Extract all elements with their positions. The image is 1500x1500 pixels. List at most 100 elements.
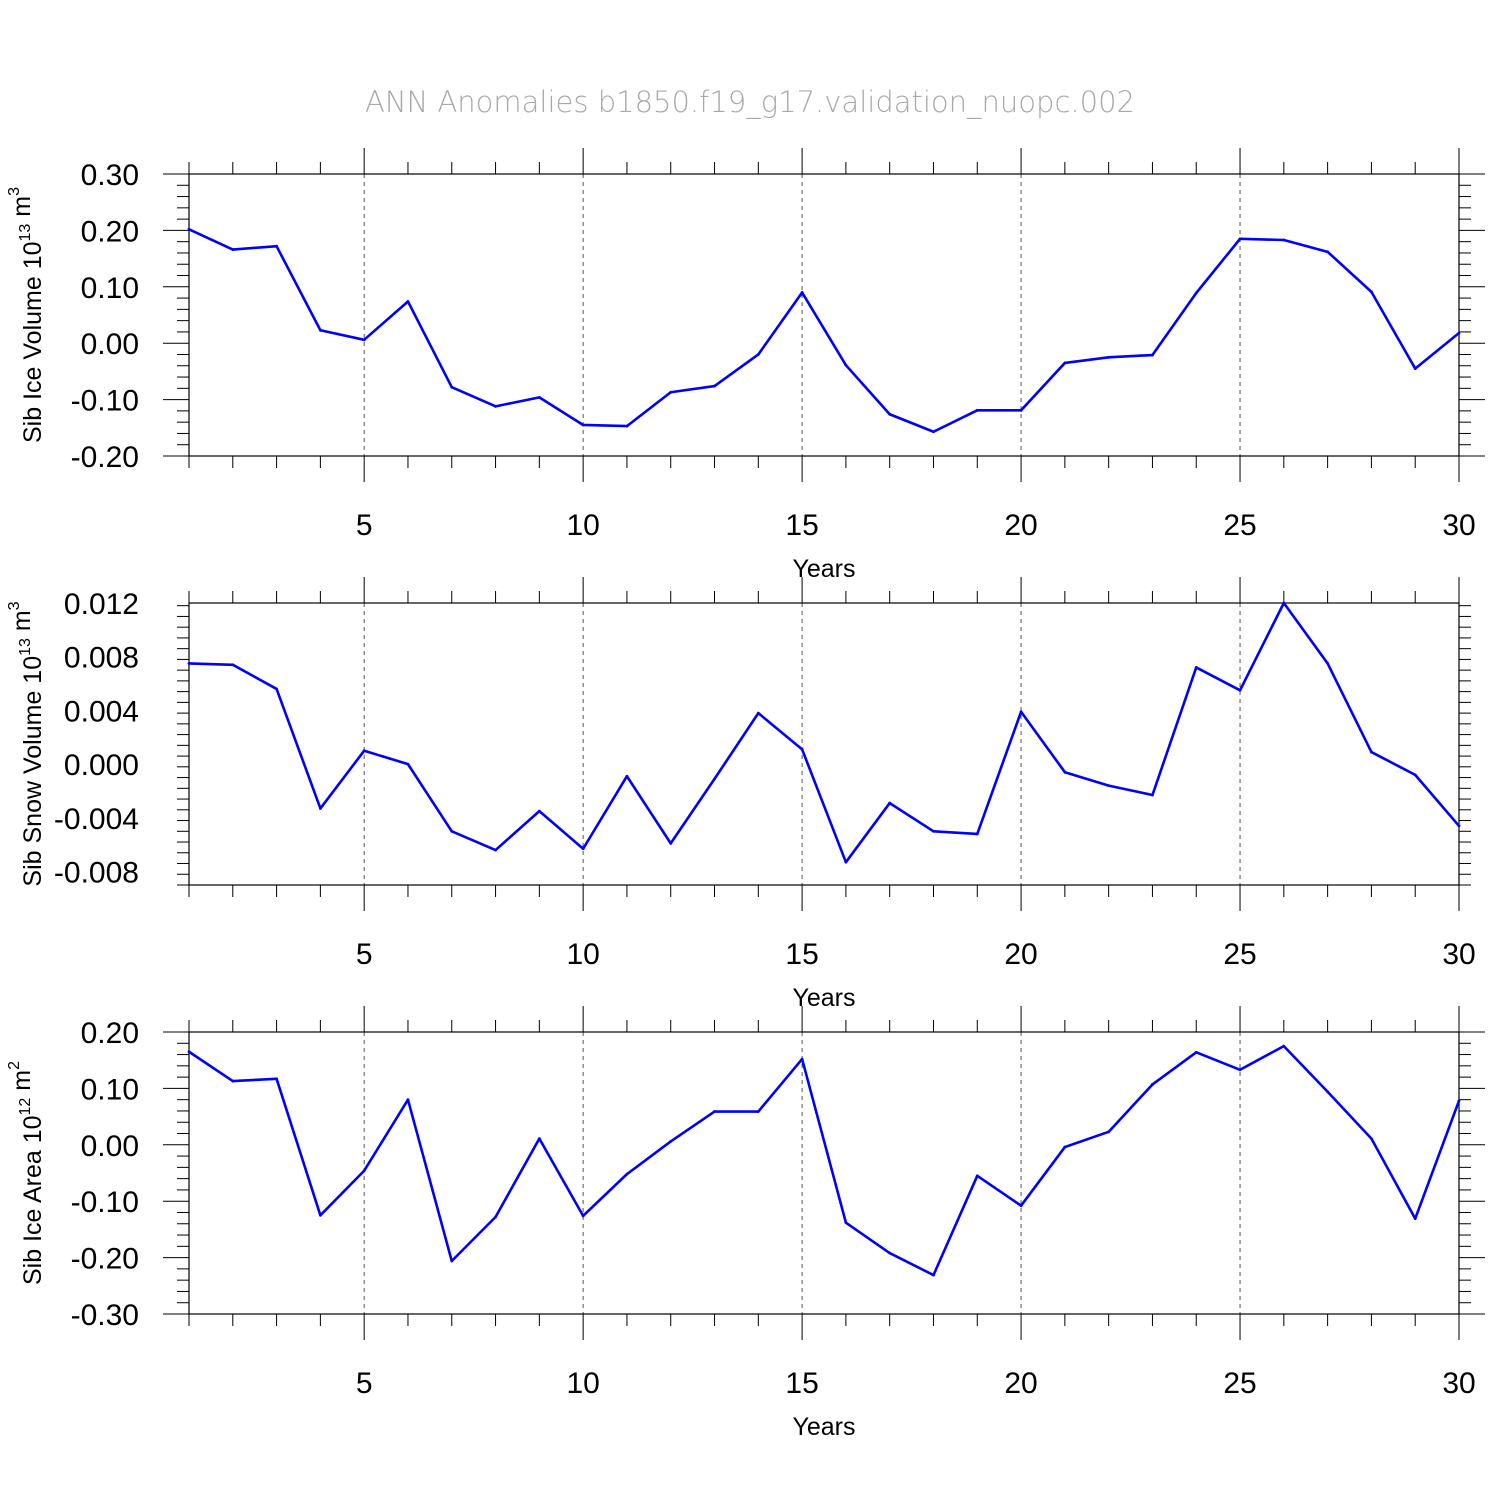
y-tick-label: 0.004 (64, 695, 139, 728)
data-point (1370, 290, 1373, 294)
data-point (1457, 331, 1461, 335)
y-tick-label: -0.004 (54, 803, 139, 836)
y-tick-label: 0.20 (81, 215, 139, 248)
data-point (187, 1050, 191, 1054)
data-point (1063, 1145, 1067, 1149)
data-point (1019, 1204, 1023, 1208)
x-tick-label: 5 (356, 938, 373, 971)
y-tick-label: 0.00 (81, 328, 139, 361)
data-point (1063, 361, 1067, 365)
data-point (1326, 250, 1330, 254)
data-point (537, 809, 541, 813)
data-point (756, 1110, 760, 1113)
plot-frame (188, 602, 1460, 886)
data-point (1326, 1090, 1330, 1094)
data-point (800, 747, 804, 751)
data-point (231, 663, 235, 667)
data-point (362, 1169, 366, 1173)
x-tick-label: 25 (1223, 1367, 1256, 1400)
series-line (188, 601, 1460, 864)
x-tick-label: 20 (1004, 938, 1037, 971)
y-tick-label: -0.20 (71, 441, 139, 474)
data-point (318, 1213, 322, 1217)
data-point (1413, 1217, 1417, 1221)
data-point (275, 244, 278, 248)
data-point (187, 662, 191, 665)
x-tick-label: 10 (566, 509, 599, 542)
x-axis-label: Years (792, 1413, 855, 1441)
data-point (494, 404, 497, 408)
x-tick-label: 15 (785, 509, 818, 542)
data-point (975, 1174, 979, 1178)
data-point (1282, 601, 1286, 605)
data-point (1238, 688, 1242, 692)
data-point (406, 1098, 410, 1102)
series-line (188, 1044, 1461, 1277)
data-point (1107, 355, 1111, 359)
panel-2: 5 10 15 20 25 30 Years -0.008 -0.004 0.000 0.004 0.… (6, 577, 1476, 1012)
y-tick-label: -0.20 (71, 1243, 139, 1276)
data-point (1151, 353, 1154, 357)
data-point (1238, 237, 1242, 241)
y-axis-label: Sib Ice Area 1012 m2 (6, 1061, 47, 1285)
x-tick-label: 25 (1223, 509, 1256, 542)
data-point (1194, 1050, 1198, 1054)
data-point (713, 384, 716, 388)
y-tick-label: -0.30 (71, 1299, 139, 1332)
data-point (713, 777, 716, 781)
data-point (1413, 367, 1417, 370)
data-point (625, 424, 629, 428)
data-point (932, 1273, 935, 1277)
data-point (1457, 1099, 1461, 1103)
data-point (1019, 408, 1023, 412)
data-point (1107, 1130, 1111, 1134)
plot-frame (188, 1031, 1460, 1315)
data-point (318, 807, 322, 810)
data-point (1019, 710, 1023, 714)
y-tick-label: 0.10 (81, 1073, 139, 1106)
x-tick-label: 30 (1442, 509, 1475, 542)
data-point (406, 762, 410, 766)
data-point (275, 1077, 278, 1081)
data-point (625, 774, 629, 778)
x-tick-label: 20 (1004, 509, 1037, 542)
data-point (756, 711, 760, 715)
data-point (231, 1079, 235, 1083)
panels: 5 10 15 20 25 30 Years -0.20 -0.10 0.00 0.10 0.20 0.… (6, 148, 1485, 1441)
y-tick-label: -0.008 (54, 857, 139, 890)
data-point (975, 832, 979, 836)
data-point (581, 1214, 585, 1218)
data-point (1326, 662, 1330, 665)
data-point (1282, 238, 1286, 242)
data-point (362, 338, 366, 342)
y-tick-label: 0.012 (64, 588, 139, 621)
data-point (231, 248, 235, 251)
x-tick-label: 30 (1442, 938, 1475, 971)
y-tick-label: 0.30 (81, 159, 139, 192)
y-tick-label: -0.10 (71, 385, 139, 418)
x-tick-label: 5 (356, 1367, 373, 1400)
panel-1: 5 10 15 20 25 30 Years -0.20 -0.10 0.00 0.10 0.20 0.… (6, 148, 1485, 583)
x-tick-label: 15 (785, 938, 818, 971)
data-point (888, 801, 892, 805)
x-axis-label: Years (792, 984, 855, 1012)
data-point (494, 1215, 497, 1219)
data-point (800, 1057, 804, 1061)
data-point (187, 227, 191, 231)
data-point (932, 430, 935, 434)
x-tick-label: 30 (1442, 1367, 1475, 1400)
x-tick-label: 15 (785, 1367, 818, 1400)
series-line (188, 228, 1460, 434)
data-point (450, 829, 454, 833)
data-point (1151, 793, 1154, 797)
data-point (537, 1137, 541, 1140)
y-tick-label: 0.10 (81, 272, 139, 305)
data-point (844, 860, 848, 864)
data-point (669, 841, 673, 845)
data-point (1413, 773, 1417, 777)
data-point (318, 328, 322, 332)
data-point (713, 1110, 716, 1113)
x-tick-label: 5 (356, 509, 373, 542)
data-point (800, 291, 804, 294)
